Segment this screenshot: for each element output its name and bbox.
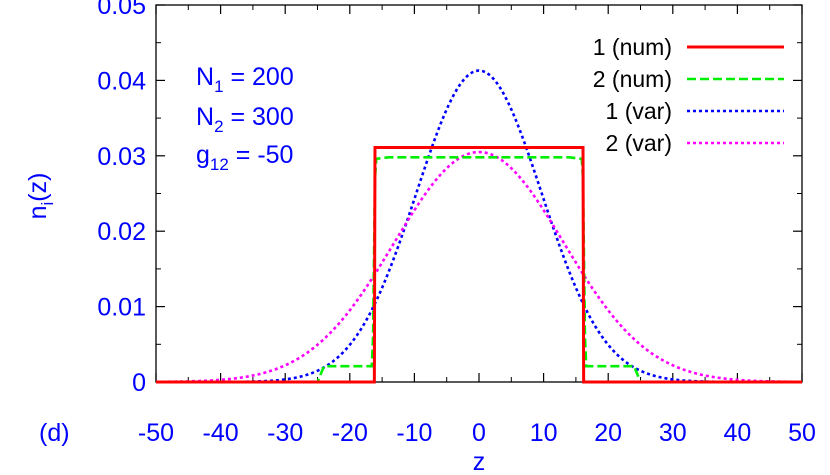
y-tick-label: 0 <box>132 369 146 397</box>
x-tick-label: -40 <box>203 419 239 447</box>
panel-label: (d) <box>39 419 70 447</box>
param-n1-main: N <box>196 63 214 91</box>
param-n1-sub: 1 <box>214 77 223 96</box>
y-ticks: 0 0.01 0.02 0.03 0.04 0.05 <box>97 0 802 397</box>
x-tick-label: 20 <box>594 419 622 447</box>
x-tick-label: 10 <box>530 419 558 447</box>
x-ticks: -50 -40 -30 -20 -10 0 10 20 30 40 50 <box>138 5 816 447</box>
param-n2-rest: = 300 <box>224 103 294 131</box>
legend-label: 1 (num) <box>593 34 672 60</box>
series-line-2-var <box>155 150 803 384</box>
legend: 1 (num) 2 (num) 1 (var) 2 (var) <box>593 34 784 156</box>
param-g12-sub: 12 <box>210 155 229 174</box>
y-tick-label: 0.03 <box>97 143 146 171</box>
y-tick-label: 0.01 <box>97 294 146 322</box>
param-g12: g12 = -50 <box>196 141 293 174</box>
param-g12-rest: = -50 <box>229 141 294 169</box>
legend-label: 2 (var) <box>606 130 672 156</box>
y-axis-label-main: n <box>24 206 52 220</box>
y-tick-label: 0.04 <box>97 67 146 95</box>
param-g12-main: g <box>196 141 210 169</box>
x-tick-label: -10 <box>396 419 432 447</box>
y-axis-label-tail: (z) <box>24 173 52 202</box>
series-line-1-num <box>156 146 802 384</box>
legend-label: 1 (var) <box>606 98 672 124</box>
y-axis-label-sub: i <box>38 202 57 206</box>
param-n2: N2 = 300 <box>196 103 294 136</box>
x-tick-label: 0 <box>472 419 486 447</box>
plot-frame <box>155 4 803 383</box>
y-tick-label: 0.02 <box>97 218 146 246</box>
x-tick-label: 30 <box>659 419 687 447</box>
param-n1: N1 = 200 <box>196 63 294 96</box>
series-line-2-num <box>156 156 802 384</box>
x-tick-label: -30 <box>267 419 303 447</box>
y-axis-label: ni(z) <box>24 173 57 220</box>
x-tick-label: -50 <box>138 419 174 447</box>
param-n2-main: N <box>196 103 214 131</box>
curves <box>155 69 803 384</box>
x-tick-label: 50 <box>788 419 816 447</box>
y-tick-label: 0.05 <box>97 0 146 20</box>
x-tick-label: -20 <box>332 419 368 447</box>
x-axis-label: z <box>473 448 486 475</box>
param-n2-sub: 2 <box>214 117 223 136</box>
x-tick-label: 40 <box>723 419 751 447</box>
plot-area-frame <box>155 4 803 383</box>
parameter-annotations: N1 = 200 N2 = 300 g12 = -50 <box>196 63 294 174</box>
legend-label: 2 (num) <box>593 66 672 92</box>
param-n1-rest: = 200 <box>224 63 294 91</box>
